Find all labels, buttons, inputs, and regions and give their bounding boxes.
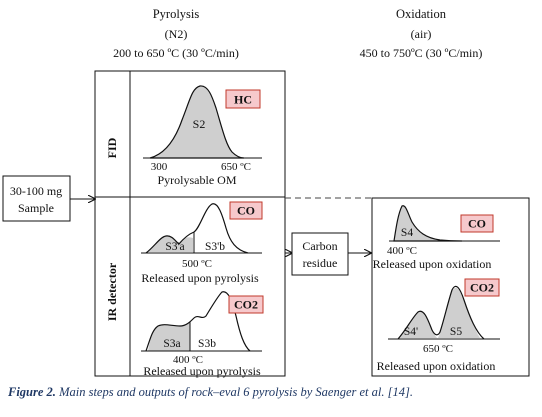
hc-badge: HC	[234, 93, 252, 107]
sample-box: 30-100 mg Sample	[2, 175, 71, 222]
pyrolysis-gas: (N2)	[165, 27, 188, 41]
oxidation-gas: (air)	[411, 27, 432, 41]
co2-pyro-temp: 400 ºC	[173, 354, 203, 366]
pyrolysis-temperature: 200 to 650 ºC (30 ºC/min)	[113, 46, 239, 60]
s2-peak	[149, 85, 245, 159]
s4p-label: S4'	[404, 326, 418, 338]
co-oxidation-panel: S4 400 ºC Released upon oxidation CO	[373, 205, 500, 271]
s3a-label: S3a	[163, 338, 180, 350]
carbon-residue-line1: Carbon	[302, 239, 337, 253]
co2-oxidation-panel: S4' S5 650 ºC Released upon oxidation CO…	[377, 278, 500, 373]
s4-label: S4	[401, 227, 413, 239]
co2-ox-caption: Released upon oxidation	[377, 359, 496, 373]
co-pyrolysis-panel: S3'a S3'b 500 ºC Released upon pyrolysis…	[141, 201, 263, 285]
co2-pyrolysis-panel: S3a S3b 400 ºC Released upon pyrolysis C…	[141, 291, 264, 378]
figure-caption-label: Figure 2.	[8, 385, 56, 399]
co2-ox-temp: 650 ºC	[423, 343, 453, 355]
co2-pyro-caption: Released upon pyrolysis	[143, 364, 261, 378]
oxidation-temperature: 450 to 750ºC (30 ºC/min)	[360, 46, 483, 60]
sample-amount: 30-100 mg	[10, 184, 62, 198]
s4p-peak	[400, 311, 438, 338]
co2-ox-badge: CO2	[470, 281, 494, 295]
s3b-label: S3b	[198, 338, 216, 350]
fid-start-temp: 300	[151, 161, 168, 173]
oxidation-title: Oxidation	[396, 7, 447, 21]
fid-hc-panel: S2 300 650 ºC Pyrolysable OM HC	[143, 85, 262, 187]
co-ox-badge: CO	[468, 217, 486, 231]
s3pb-label: S3'b	[205, 241, 225, 253]
s5-peak	[438, 287, 480, 338]
oxidation-header: Oxidation (air) 450 to 750ºC (30 ºC/min)	[360, 7, 483, 60]
co2-pyro-badge: CO2	[234, 298, 258, 312]
sample-label: Sample	[18, 201, 54, 215]
ir-detector-label: IR detector	[105, 262, 119, 321]
figure-caption: Figure 2. Main steps and outputs of rock…	[8, 385, 538, 400]
co-ox-caption: Released upon oxidation	[373, 257, 492, 271]
fid-end-temp: 650 ºC	[221, 161, 251, 173]
s3pa-peak	[148, 235, 193, 252]
pyrolysis-box	[94, 70, 286, 377]
pyrolysis-title: Pyrolysis	[153, 7, 200, 21]
s3a-peak	[148, 322, 190, 351]
co-pyro-temp: 500 ºC	[182, 258, 212, 270]
carbon-residue-box: Carbon residue	[291, 232, 349, 276]
fid-label: FID	[105, 137, 119, 158]
co-pyro-badge: CO	[237, 204, 255, 218]
figure-caption-text: Main steps and outputs of rock–eval 6 py…	[55, 385, 413, 399]
pyrolysis-header: Pyrolysis (N2) 200 to 650 ºC (30 ºC/min)	[113, 7, 239, 60]
carbon-residue-line2: residue	[303, 256, 338, 270]
s2-label: S2	[193, 117, 206, 131]
s5-label: S5	[450, 326, 462, 338]
s3pa-label: S3'a	[165, 241, 184, 253]
co-ox-temp: 400 ºC	[387, 245, 417, 257]
fid-caption: Pyrolysable OM	[158, 173, 237, 187]
co-pyro-caption: Released upon pyrolysis	[141, 271, 259, 285]
oxidation-box	[371, 197, 530, 377]
